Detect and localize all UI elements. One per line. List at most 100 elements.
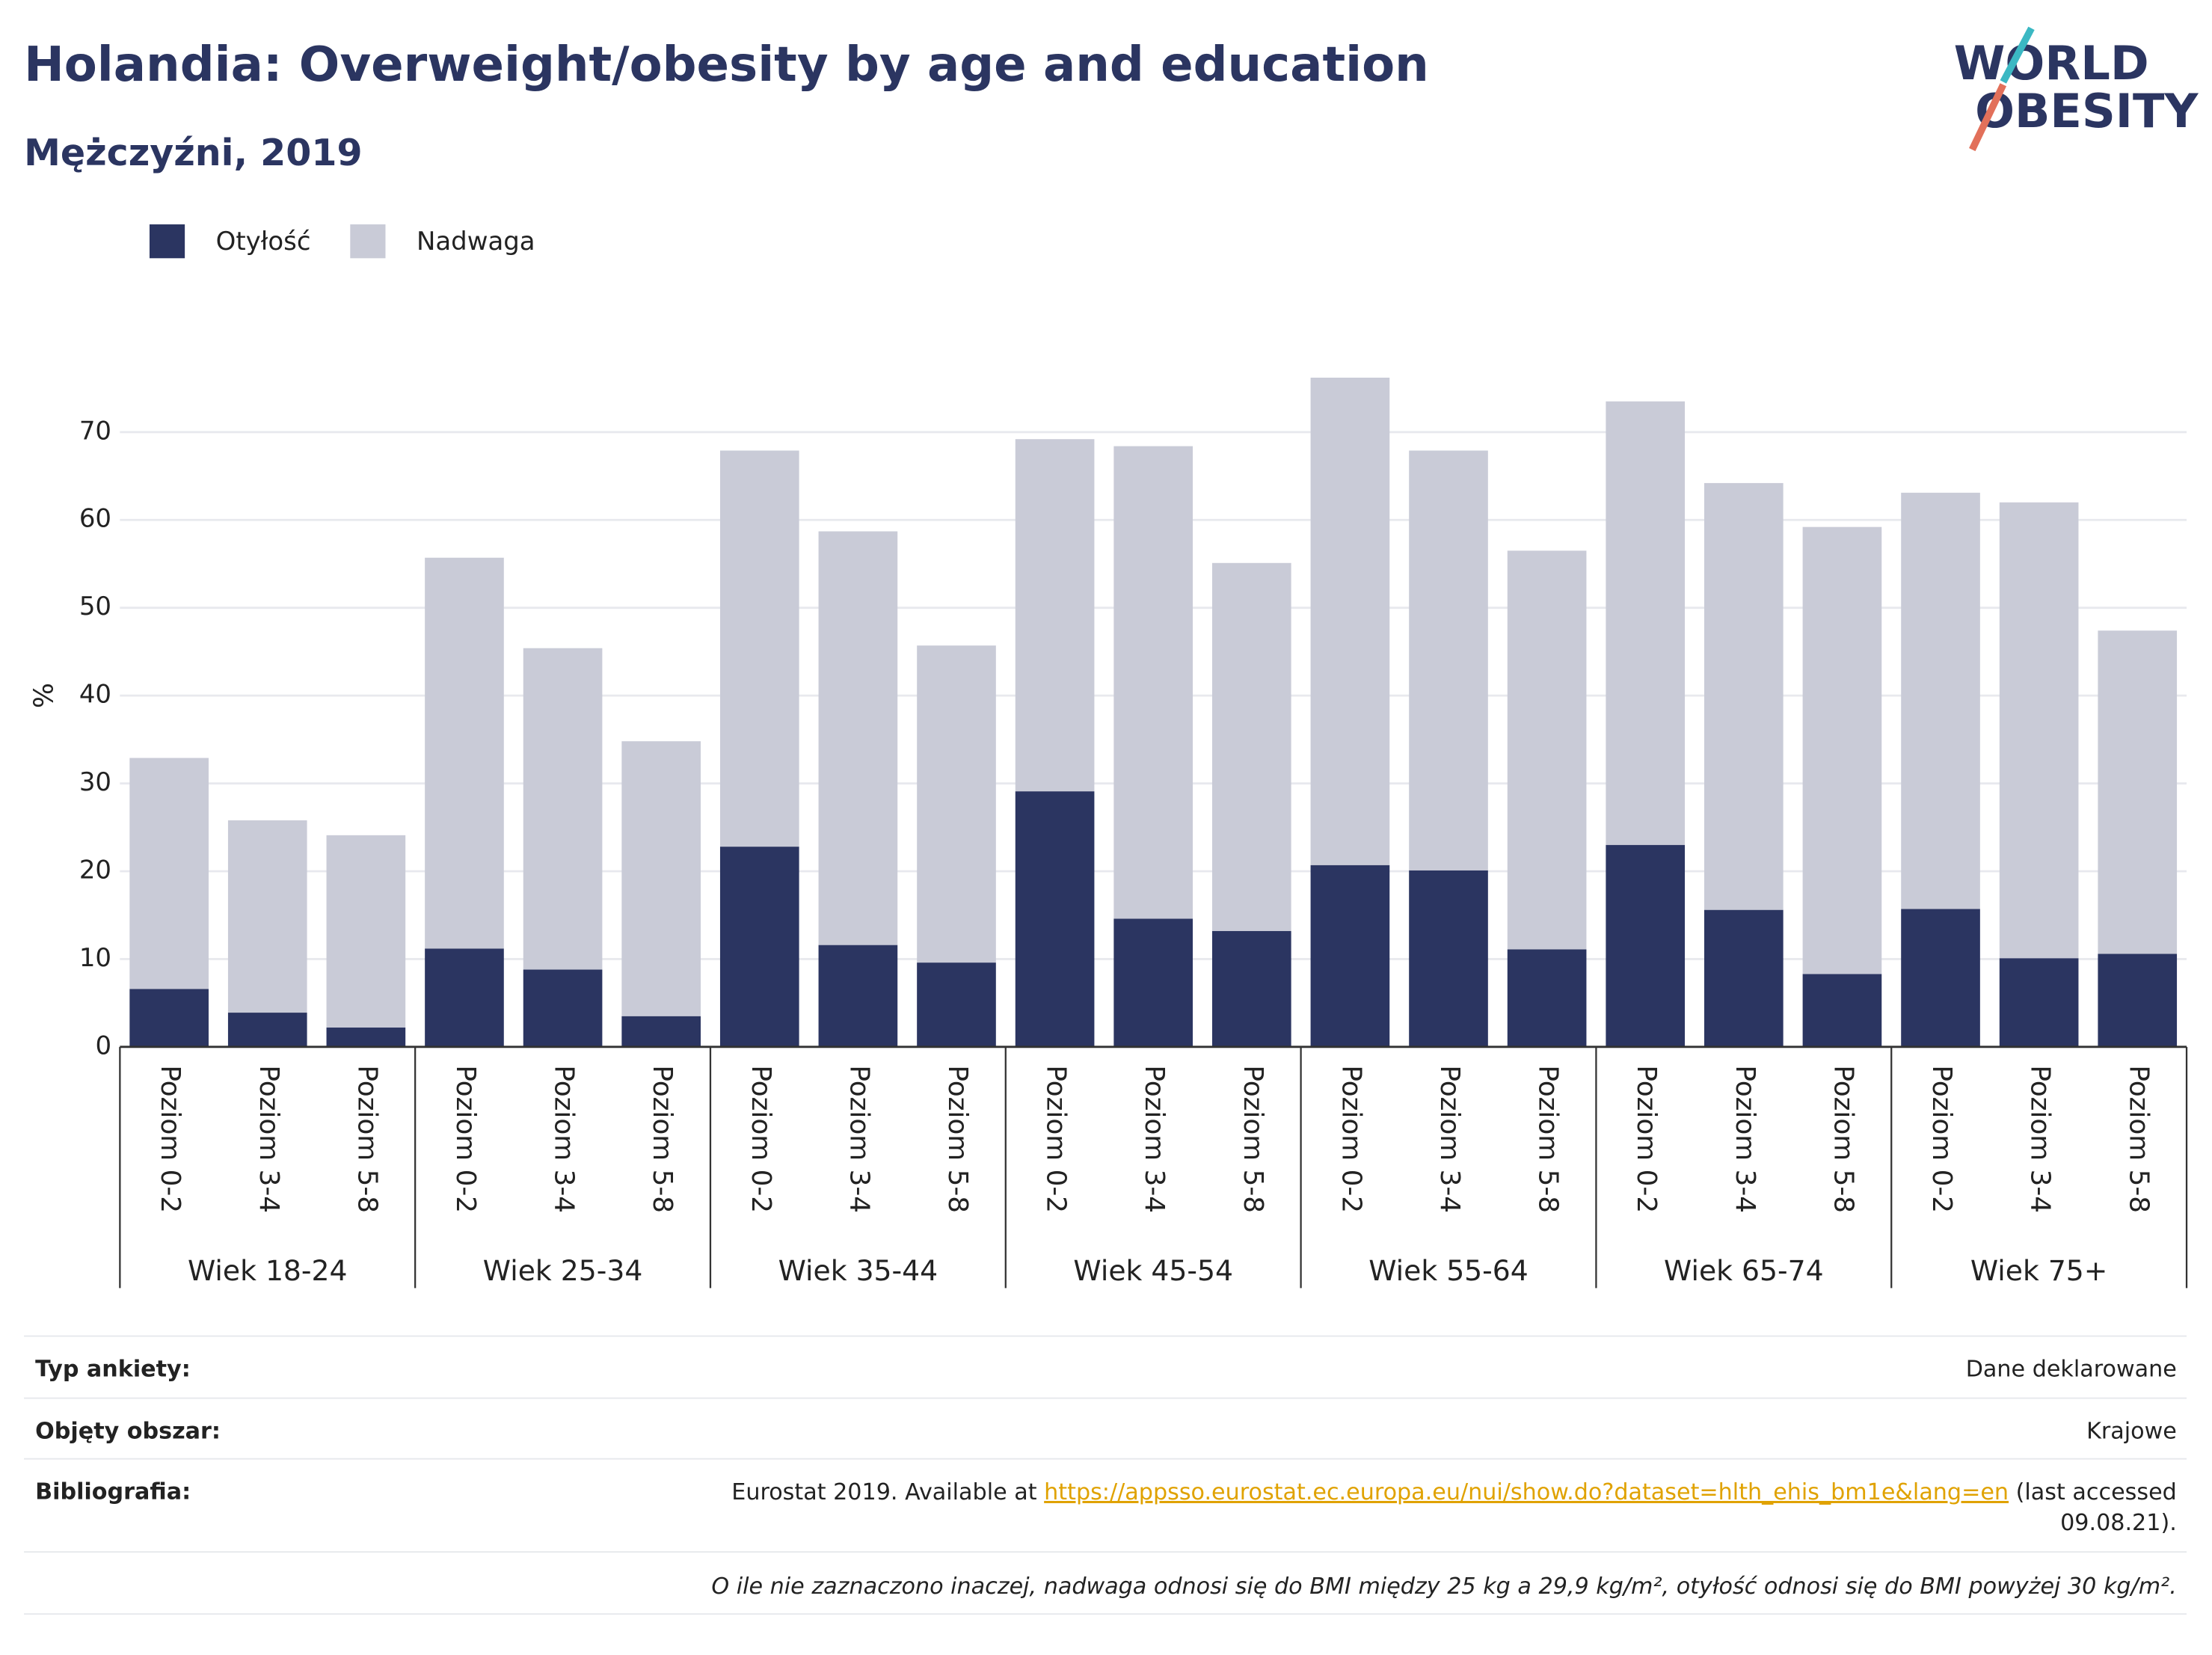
row-value: Krajowe bbox=[2086, 1418, 2177, 1444]
x-tick-label: Poziom 5-8 bbox=[1828, 1065, 1858, 1213]
chart-subtitle: Mężczyźni, 2019 bbox=[24, 131, 363, 174]
row-label: Bibliografia: bbox=[35, 1479, 191, 1505]
y-tick-label: 20 bbox=[79, 855, 111, 885]
bar-segment bbox=[1113, 446, 1193, 919]
x-tick-label: Poziom 3-4 bbox=[549, 1065, 580, 1213]
bar-segment bbox=[2098, 630, 2178, 954]
bar-segment bbox=[1606, 401, 1686, 845]
bar-segment bbox=[1901, 909, 1980, 1047]
x-tick-label: Poziom 3-4 bbox=[254, 1065, 284, 1213]
group-label: Wiek 25-34 bbox=[483, 1254, 643, 1287]
row-label: Typ ankiety: bbox=[35, 1356, 191, 1382]
bar-segment bbox=[1704, 909, 1784, 1047]
group-label: Wiek 35-44 bbox=[778, 1254, 938, 1287]
group-label: Wiek 45-54 bbox=[1073, 1254, 1233, 1287]
bar-segment bbox=[1211, 562, 1291, 931]
y-axis-label: % bbox=[28, 683, 59, 708]
x-tick-label: Poziom 0-2 bbox=[155, 1065, 185, 1213]
bar-segment bbox=[1211, 930, 1291, 1047]
y-tick-label: 30 bbox=[79, 767, 111, 797]
bar-segment bbox=[425, 948, 504, 1047]
bar-segment bbox=[1015, 791, 1095, 1047]
bar-segment bbox=[523, 969, 603, 1047]
x-tick-label: Poziom 3-4 bbox=[2025, 1065, 2056, 1213]
bar-segment bbox=[1015, 439, 1095, 792]
bar-segment bbox=[326, 835, 406, 1028]
footer: Typ ankiety: Dane deklarowane Objęty obs… bbox=[24, 1335, 2187, 1615]
x-tick-label: Poziom 5-8 bbox=[942, 1065, 973, 1213]
bar-segment bbox=[719, 450, 799, 847]
x-tick-label: Poziom 5-8 bbox=[1238, 1065, 1268, 1213]
bar-segment bbox=[425, 557, 504, 949]
x-tick-label: Poziom 0-2 bbox=[1631, 1065, 1662, 1213]
legend-label: Nadwaga bbox=[417, 227, 535, 257]
bar-segment bbox=[917, 962, 996, 1047]
x-tick-label: Poziom 3-4 bbox=[1434, 1065, 1465, 1213]
y-tick-label: 70 bbox=[79, 416, 111, 446]
note: O ile nie zaznaczono inaczej, nadwaga od… bbox=[711, 1573, 2176, 1600]
logo-text: OBESITY bbox=[1975, 84, 2199, 138]
group-label: Wiek 18-24 bbox=[188, 1254, 348, 1287]
bar-segment bbox=[1310, 865, 1390, 1047]
bar-segment bbox=[326, 1028, 406, 1047]
x-tick-label: Poziom 5-8 bbox=[351, 1065, 382, 1213]
y-tick-label: 60 bbox=[79, 504, 111, 534]
y-tick-label: 50 bbox=[79, 592, 111, 621]
y-tick-label: 40 bbox=[79, 680, 111, 710]
logo: WORLD OBESITY bbox=[1954, 26, 2199, 152]
bar-segment bbox=[1409, 870, 1488, 1047]
legend-swatch bbox=[149, 224, 185, 259]
bar-segment bbox=[129, 989, 209, 1047]
x-tick-label: Poziom 0-2 bbox=[1336, 1065, 1366, 1213]
bar-segment bbox=[818, 945, 898, 1047]
bar-segment bbox=[1999, 502, 2079, 959]
bar-segment bbox=[818, 531, 898, 945]
row-value: Dane deklarowane bbox=[1966, 1356, 2177, 1382]
bar-segment bbox=[129, 758, 209, 989]
bar-segment bbox=[1704, 482, 1784, 910]
group-label: Wiek 55-64 bbox=[1368, 1254, 1529, 1287]
x-tick-label: Poziom 5-8 bbox=[2123, 1065, 2154, 1213]
logo-slash bbox=[2000, 26, 2035, 84]
text: (last accessed bbox=[2009, 1479, 2177, 1505]
bar-segment bbox=[227, 820, 307, 1013]
x-tick-label: Poziom 5-8 bbox=[647, 1065, 678, 1213]
bar-segment bbox=[621, 741, 701, 1016]
x-tick-label: Poziom 3-4 bbox=[844, 1065, 874, 1213]
y-tick-label: 10 bbox=[79, 943, 111, 973]
bar-segment bbox=[719, 847, 799, 1047]
bibliography: Eurostat 2019. Available at https://apps… bbox=[731, 1479, 2177, 1505]
bar-segment bbox=[1507, 550, 1587, 950]
x-tick-label: Poziom 5-8 bbox=[1533, 1065, 1564, 1213]
x-tick-label: Poziom 3-4 bbox=[1730, 1065, 1760, 1213]
link[interactable]: https://appsso.eurostat.ec.europa.eu/nui… bbox=[1044, 1479, 2009, 1505]
bar-segment bbox=[1606, 844, 1686, 1047]
y-tick-label: 0 bbox=[95, 1031, 111, 1060]
bar-segment bbox=[1113, 918, 1193, 1047]
bar-segment bbox=[1310, 378, 1390, 865]
logo-text: WORLD bbox=[1954, 36, 2149, 90]
bar-segment bbox=[2098, 954, 2178, 1047]
bar-segment bbox=[1999, 958, 2079, 1047]
chart-title: Holandia: Overweight/obesity by age and … bbox=[24, 37, 1429, 93]
x-tick-label: Poziom 0-2 bbox=[1926, 1065, 1957, 1213]
x-tick-label: Poziom 0-2 bbox=[1041, 1065, 1072, 1213]
text: Eurostat 2019. Available at bbox=[731, 1479, 1044, 1505]
bibliography: 09.08.21). bbox=[2060, 1510, 2177, 1536]
bar-segment bbox=[1507, 949, 1587, 1047]
bar-segment bbox=[227, 1013, 307, 1047]
group-label: Wiek 75+ bbox=[1970, 1254, 2108, 1287]
legend-swatch bbox=[350, 224, 386, 259]
bar-segment bbox=[1901, 492, 1980, 909]
bar-segment bbox=[1802, 526, 1882, 974]
row-label: Objęty obszar: bbox=[35, 1418, 221, 1444]
bar-segment bbox=[917, 645, 996, 963]
group-label: Wiek 65-74 bbox=[1664, 1254, 1824, 1287]
bar-segment bbox=[1409, 450, 1488, 871]
x-tick-label: Poziom 3-4 bbox=[1139, 1065, 1170, 1213]
bar-segment bbox=[1802, 974, 1882, 1047]
logo-slash bbox=[1969, 83, 2007, 152]
x-tick-label: Poziom 0-2 bbox=[450, 1065, 481, 1213]
